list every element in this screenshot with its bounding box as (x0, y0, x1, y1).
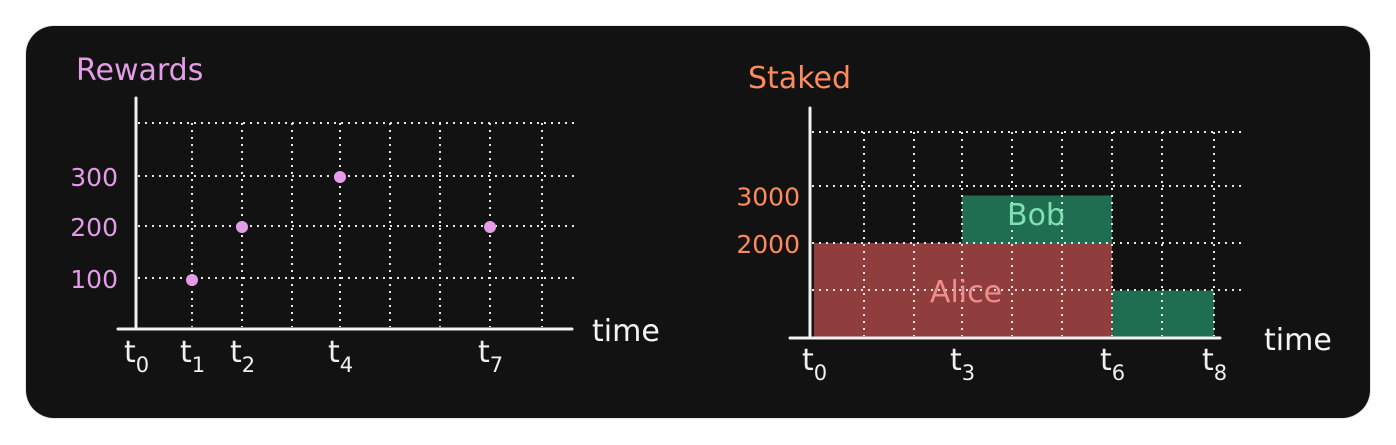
rewards-grid (138, 122, 574, 327)
rewards-y-tick-label: 200 (70, 213, 118, 242)
staked-y-tick-label: 3000 (736, 183, 800, 212)
rewards-point (334, 171, 346, 183)
staked-x-label: time (1264, 323, 1332, 358)
staked-title: Staked (748, 61, 851, 96)
rewards-x-ticks: t0 t1 t2 t4 t7 (124, 335, 503, 377)
rewards-x-label: time (592, 314, 660, 349)
chart-panel: Rewards time 100 200 300 t0 t1 t2 t4 t7 Staked… (26, 26, 1370, 418)
staked-grid (812, 131, 1246, 336)
staked-y-tick-label: 2000 (736, 230, 800, 259)
rewards-y-tick-label: 100 (70, 265, 118, 294)
rewards-point (186, 274, 198, 286)
staked-series-labels: Alice Bob (930, 198, 1065, 310)
staked-x-tick-label: t3 (950, 343, 975, 385)
rewards-point (484, 221, 496, 233)
rewards-x-tick-label: t0 (124, 335, 149, 377)
staked-x-tick-label: t0 (802, 343, 827, 385)
rewards-point (236, 221, 248, 233)
staked-x-tick-label: t6 (1100, 343, 1125, 385)
rewards-y-tick-label: 300 (70, 163, 118, 192)
rewards-x-tick-label: t1 (180, 335, 205, 377)
staked-x-ticks: t0 t3 t6 t8 (802, 343, 1227, 385)
charts-canvas: Rewards time 100 200 300 t0 t1 t2 t4 t7 Staked… (70, 53, 1332, 385)
series-label-alice: Alice (930, 275, 1002, 310)
rewards-x-tick-label: t4 (328, 335, 353, 377)
rewards-title: Rewards (76, 53, 203, 88)
rewards-x-tick-label: t2 (230, 335, 255, 377)
staked-y-ticks: 2000 3000 (736, 183, 800, 260)
staked-x-tick-label: t8 (1202, 343, 1227, 385)
rewards-y-ticks: 100 200 300 (70, 163, 118, 294)
series-label-bob: Bob (1007, 198, 1065, 233)
staked-block-bob (962, 195, 1112, 243)
rewards-x-tick-label: t7 (478, 335, 503, 377)
rewards-points (186, 171, 496, 286)
